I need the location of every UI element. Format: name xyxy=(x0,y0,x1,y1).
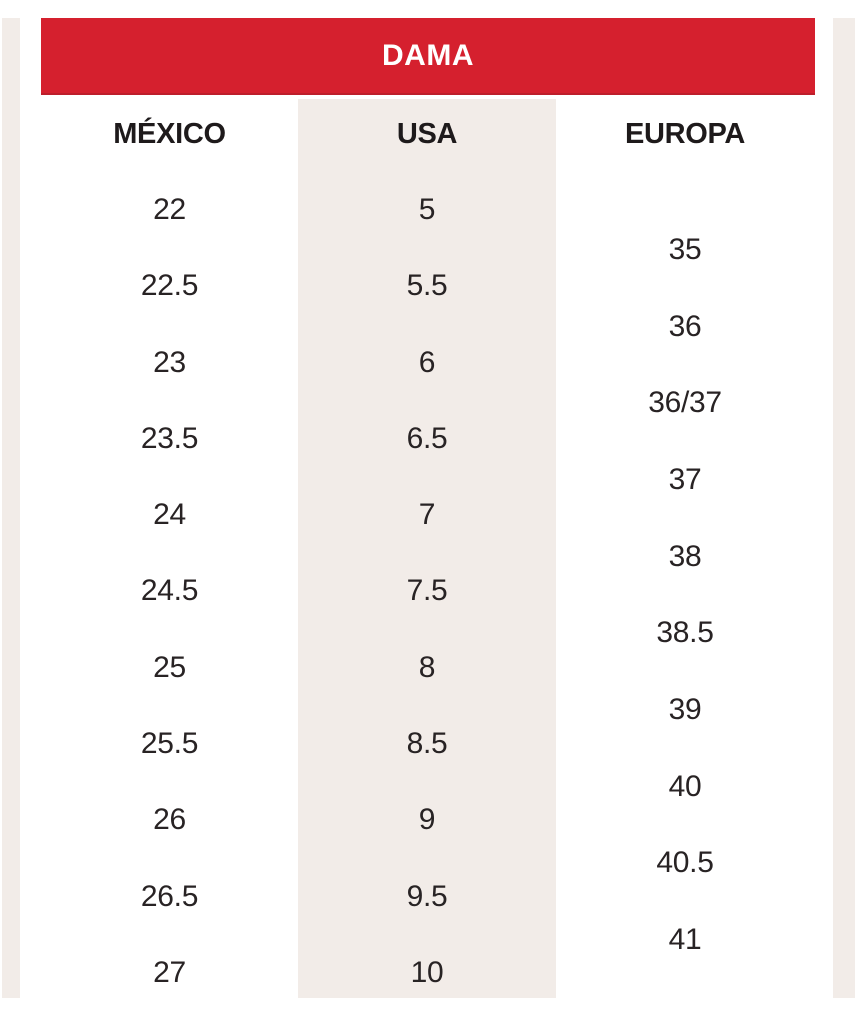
column-header-usa: USA xyxy=(396,117,458,150)
table-title-bar: DAMA xyxy=(41,18,815,95)
size-value: 22 xyxy=(153,193,186,226)
size-value: 41 xyxy=(668,922,702,956)
size-value: 36 xyxy=(668,309,702,343)
size-value: 23.5 xyxy=(140,421,199,455)
size-value: 8.5 xyxy=(406,727,448,761)
size-value: 22.5 xyxy=(140,269,199,303)
size-value: 5 xyxy=(418,193,436,226)
size-value: 9 xyxy=(418,803,436,837)
right-edge-strip xyxy=(833,18,855,998)
size-value: 25 xyxy=(153,650,186,684)
size-value: 25.5 xyxy=(140,727,199,761)
size-value: 36/37 xyxy=(648,386,722,420)
size-value: 39 xyxy=(668,692,702,726)
column-header-europa: EUROPA xyxy=(624,117,746,150)
size-value: 38.5 xyxy=(656,616,714,650)
size-value: 35 xyxy=(668,233,702,266)
size-value: 24.5 xyxy=(140,574,199,608)
column-header-mexico: MÉXICO xyxy=(113,117,226,150)
size-value: 9.5 xyxy=(406,879,448,913)
size-value: 8 xyxy=(418,650,436,684)
size-value: 23 xyxy=(153,345,186,379)
size-value: 7.5 xyxy=(406,574,448,608)
size-value: 38 xyxy=(668,539,702,573)
size-value: 24 xyxy=(153,498,186,532)
size-value: 37 xyxy=(668,462,702,496)
table-title: DAMA xyxy=(382,38,474,72)
size-value: 27 xyxy=(153,955,186,989)
size-value: 26 xyxy=(153,803,186,837)
size-value: 26.5 xyxy=(140,879,199,913)
column-values-usa: 5 5.5 6 6.5 7 7.5 8 8.5 9 9.5 10 xyxy=(298,190,556,993)
column-values-mexico: 22 22.5 23 23.5 24 24.5 25 25.5 26 26.5 27 xyxy=(41,190,298,993)
size-value: 5.5 xyxy=(406,269,448,303)
size-value: 40 xyxy=(668,769,702,803)
usa-column-background xyxy=(298,99,556,998)
size-value: 6 xyxy=(418,345,436,379)
size-value: 6.5 xyxy=(406,421,448,455)
size-value: 7 xyxy=(418,498,436,532)
column-values-europa: 35 36 36/37 37 38 38.5 39 40 40.5 41 xyxy=(556,230,814,960)
size-value: 40.5 xyxy=(656,846,714,880)
size-value: 10 xyxy=(410,955,444,989)
left-edge-strip xyxy=(2,18,20,998)
